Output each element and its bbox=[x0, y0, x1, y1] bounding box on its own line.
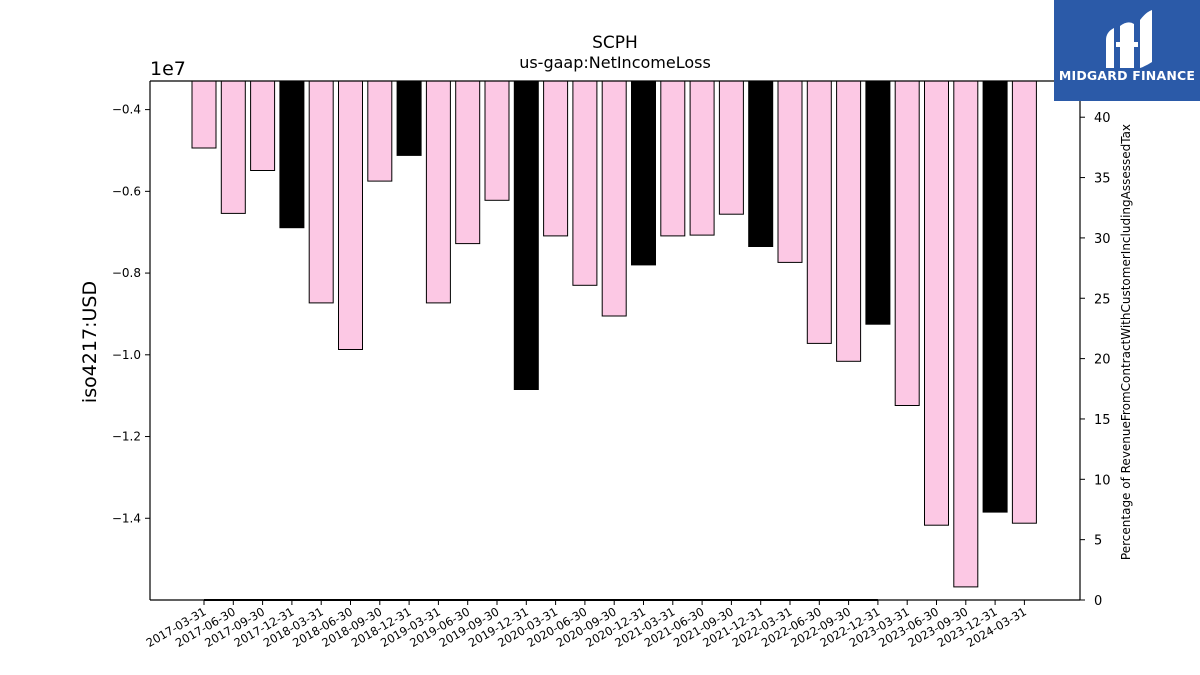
bar-2023-06-30 bbox=[924, 80, 949, 526]
y-tick-label: −1.2 bbox=[112, 430, 141, 444]
bar-2022-12-31 bbox=[865, 80, 891, 325]
bar-2023-03-31 bbox=[894, 80, 920, 406]
chart-title: SCPH bbox=[592, 33, 638, 53]
y2-tick-label: 30 bbox=[1094, 232, 1111, 247]
bar-2022-06-30 bbox=[806, 80, 832, 344]
y2-tick-label: 15 bbox=[1094, 413, 1111, 428]
bar-2021-09-30 bbox=[718, 80, 744, 215]
bar-2017-06-30 bbox=[220, 80, 246, 214]
brand-logo: MIDGARD FINANCE bbox=[1054, 0, 1200, 101]
bar-2019-06-30 bbox=[455, 80, 481, 245]
bar-2022-09-30 bbox=[836, 80, 862, 362]
bar-2019-09-30 bbox=[484, 80, 510, 201]
bar-2018-06-30 bbox=[338, 80, 363, 350]
bar-2018-12-31 bbox=[396, 80, 422, 156]
y2-tick-label: 20 bbox=[1094, 353, 1111, 368]
y-scale-label: 1e7 bbox=[150, 58, 186, 80]
bar-2020-06-30 bbox=[572, 80, 598, 286]
y2-tick-label: 40 bbox=[1094, 111, 1111, 126]
bar-2019-03-31 bbox=[425, 80, 451, 304]
chart-subtitle: us-gaap:NetIncomeLoss bbox=[519, 53, 711, 72]
y-tick-label: −0.8 bbox=[112, 266, 141, 280]
bar-2017-03-31 bbox=[191, 80, 217, 149]
y2-ticks-group: 0 5 10 15 20 25 30 35 40 bbox=[1080, 111, 1111, 609]
bar-2017-12-31 bbox=[279, 80, 305, 229]
y-axis-label: iso4217:USD bbox=[79, 281, 101, 403]
x-ticks-group: 2017-03-312017-06-302017-09-302017-12-31… bbox=[144, 600, 1029, 650]
y-tick-label: −0.4 bbox=[112, 103, 141, 117]
bar-2017-09-30 bbox=[250, 80, 276, 171]
bar-2022-03-31 bbox=[777, 80, 803, 263]
bar-2020-09-30 bbox=[601, 80, 627, 317]
bars-group bbox=[191, 80, 1037, 588]
y2-tick-label: 0 bbox=[1094, 594, 1102, 609]
y2-tick-label: 10 bbox=[1094, 473, 1111, 488]
y-tick-label: −0.6 bbox=[112, 184, 141, 198]
logo-text: MIDGARD FINANCE bbox=[1058, 68, 1196, 83]
axes-group bbox=[149, 80, 1081, 601]
midgard-m-logo-icon bbox=[1106, 10, 1152, 68]
bar-2020-03-31 bbox=[543, 80, 569, 237]
y2-tick-label: 25 bbox=[1094, 292, 1111, 307]
bar-2018-09-30 bbox=[367, 80, 393, 182]
y2-axis-label: Percentage of RevenueFromContractWithCus… bbox=[1119, 124, 1133, 560]
bar-2021-12-31 bbox=[748, 80, 774, 247]
bar-2018-03-31 bbox=[308, 80, 334, 304]
bar-2019-12-31 bbox=[513, 80, 539, 390]
bar-2021-06-30 bbox=[689, 80, 715, 236]
bar-2021-03-31 bbox=[660, 80, 686, 237]
y-ticks-group: −0.4 −0.6 −0.8 −1.0 −1.2 −1.4 bbox=[112, 103, 150, 525]
y-tick-label: −1.0 bbox=[112, 348, 141, 362]
bar-2023-09-30 bbox=[953, 80, 979, 588]
y2-tick-label: 5 bbox=[1094, 534, 1102, 549]
y2-tick-label: 35 bbox=[1094, 172, 1111, 187]
bar-2020-12-31 bbox=[631, 80, 656, 266]
bar-2024-03-31 bbox=[1011, 80, 1037, 524]
bar-2023-12-31 bbox=[982, 80, 1008, 513]
y-tick-label: −1.4 bbox=[112, 511, 141, 525]
